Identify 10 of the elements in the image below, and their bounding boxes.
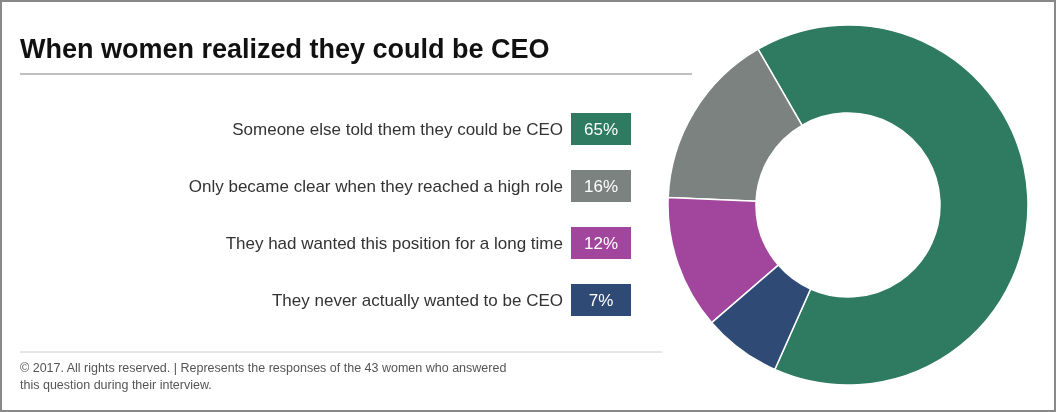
legend-label: They had wanted this position for a long time: [225, 233, 563, 253]
legend-label: Only became clear when they reached a high role: [188, 176, 563, 196]
legend-label: Someone else told them they could be CEO: [232, 119, 563, 139]
data-label: 7%: [588, 290, 614, 310]
chart-title: When women realized they could be CEO: [20, 34, 550, 64]
data-label: 65%: [583, 119, 619, 139]
text: © 2017. All rights reserved. | Represents the responses of the 43 women who answered this question during their interview.: [20, 361, 507, 392]
legend-label: They never actually wanted to be CEO: [271, 290, 563, 310]
data-label: 16%: [583, 176, 619, 196]
data-label: 12%: [583, 233, 619, 253]
